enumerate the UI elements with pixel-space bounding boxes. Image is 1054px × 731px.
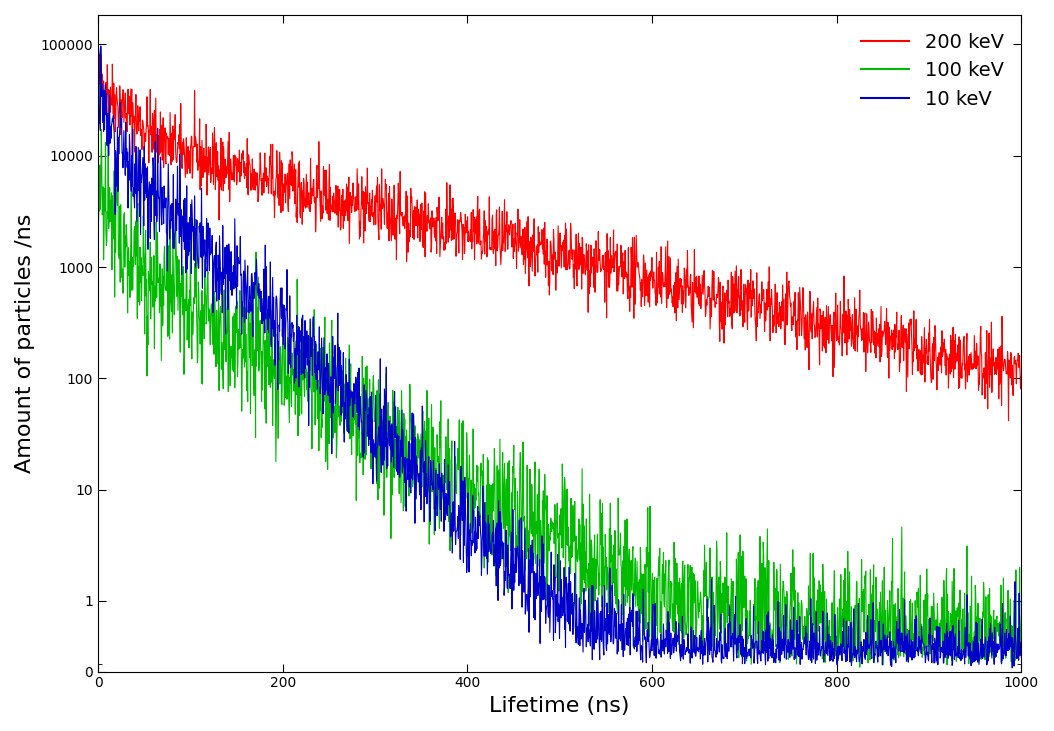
- 100 keV: [95, 125, 108, 134]
- 100 keV: [92, 176, 104, 185]
- 200 keV: [1002, 417, 1015, 425]
- 200 keV: [516, 224, 529, 233]
- 100 keV: [516, 438, 529, 447]
- 10 keV: [989, 635, 1001, 643]
- 10 keV: [92, 91, 104, 100]
- 200 keV: [1015, 382, 1028, 391]
- 100 keV: [541, 588, 553, 597]
- 10 keV: [989, 623, 1001, 632]
- 100 keV: [1015, 611, 1028, 620]
- 10 keV: [95, 42, 108, 50]
- 10 keV: [1006, 664, 1018, 673]
- Legend: 200 keV, 100 keV, 10 keV: 200 keV, 100 keV, 10 keV: [853, 25, 1012, 117]
- Line: 10 keV: 10 keV: [98, 46, 1021, 668]
- 100 keV: [854, 663, 866, 672]
- 200 keV: [989, 359, 1001, 368]
- 200 keV: [819, 322, 832, 330]
- 100 keV: [139, 226, 152, 235]
- Y-axis label: Amount of particles /ns: Amount of particles /ns: [15, 213, 35, 473]
- 10 keV: [516, 576, 529, 585]
- Line: 100 keV: 100 keV: [98, 129, 1021, 667]
- X-axis label: Lifetime (ns): Lifetime (ns): [489, 696, 630, 716]
- 10 keV: [819, 637, 832, 646]
- 10 keV: [541, 580, 553, 588]
- 100 keV: [989, 616, 1001, 624]
- 200 keV: [139, 137, 152, 145]
- 200 keV: [541, 260, 553, 269]
- 10 keV: [139, 189, 152, 197]
- 100 keV: [819, 627, 832, 636]
- 200 keV: [989, 370, 1001, 379]
- 200 keV: [93, 50, 105, 58]
- Line: 200 keV: 200 keV: [98, 54, 1021, 421]
- 200 keV: [92, 65, 104, 74]
- 100 keV: [990, 653, 1002, 662]
- 10 keV: [1015, 654, 1028, 662]
